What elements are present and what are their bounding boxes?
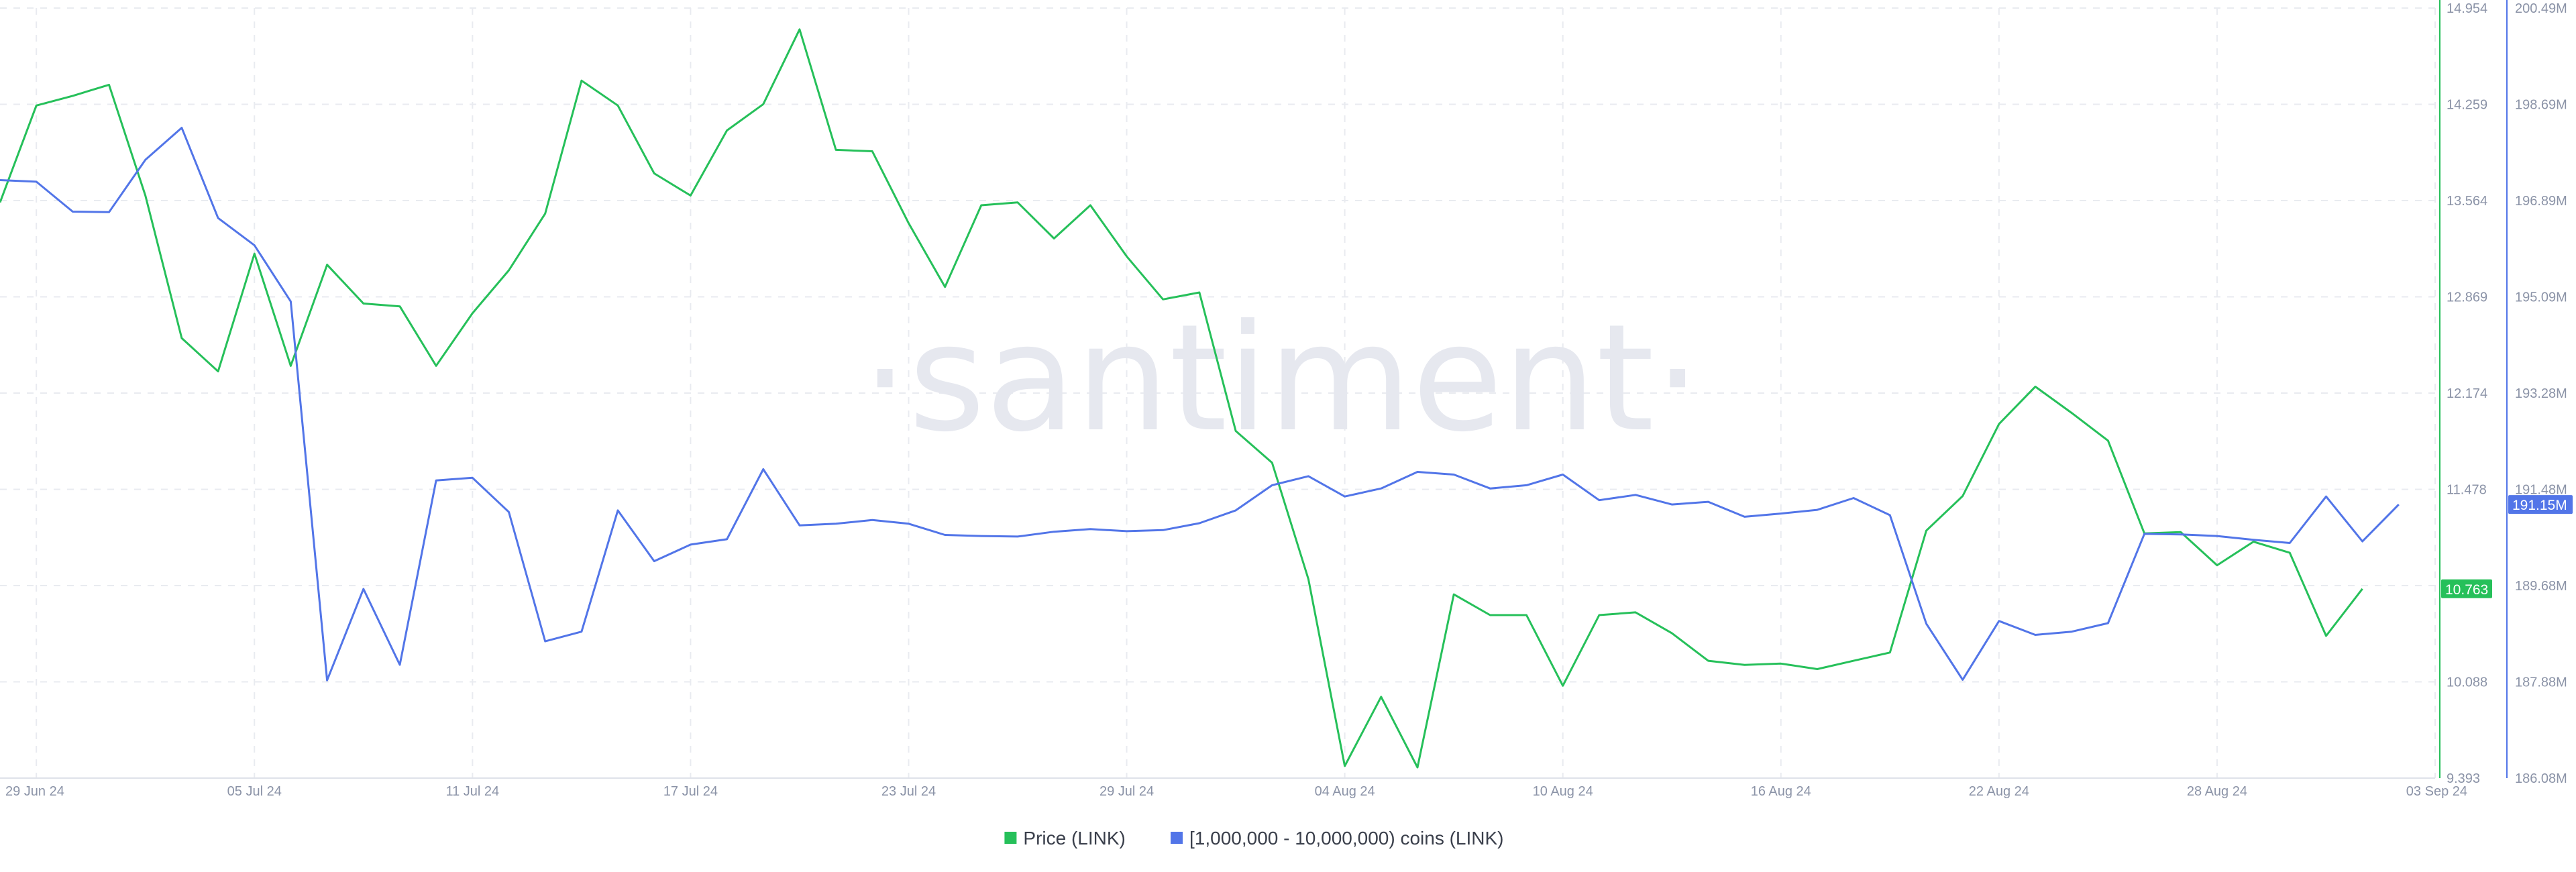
holdings-tick-label: 186.08M xyxy=(2515,771,2567,786)
date-tick-label: 16 Aug 24 xyxy=(1751,784,1811,799)
price-tick-label: 11.478 xyxy=(2447,483,2487,498)
legend-item[interactable]: Price (LINK) xyxy=(1004,828,1126,849)
date-tick-label: 23 Jul 24 xyxy=(881,784,936,799)
date-tick-label: 10 Aug 24 xyxy=(1533,784,1593,799)
legend-swatch xyxy=(1004,832,1017,844)
holdings-tick-label: 196.89M xyxy=(2515,194,2567,209)
axes xyxy=(0,0,2508,779)
legend-item[interactable]: [1,000,000 - 10,000,000) coins (LINK) xyxy=(1171,828,1504,849)
price-tick-label: 9.393 xyxy=(2447,771,2480,786)
holdings-tick-label: 200.49M xyxy=(2515,1,2567,16)
date-tick-label: 05 Jul 24 xyxy=(227,784,282,799)
price-line xyxy=(0,28,2363,769)
price-tick-label: 14.954 xyxy=(2447,1,2487,16)
date-axis-ticks: 29 Jun 24 05 Jul 24 11 Jul 24 17 Jul 24 23 J… xyxy=(5,784,2467,799)
price-tick-label: 12.174 xyxy=(2447,386,2487,401)
price-tick-label: 14.259 xyxy=(2447,98,2487,113)
holdings-axis-ticks: 200.49M 198.69M 196.89M 195.09M 193.28M 191.4… xyxy=(2515,1,2567,786)
holdings-tick-label: 187.88M xyxy=(2515,675,2567,690)
holdings-tick-label: 198.69M xyxy=(2515,98,2567,113)
series-layer xyxy=(0,28,2400,769)
date-tick-label: 17 Jul 24 xyxy=(663,784,718,799)
last-value-badges: 10.763 191.15M xyxy=(2441,495,2573,598)
legend[interactable]: Price (LINK) [1,000,000 - 10,000,000) coi… xyxy=(1004,828,1504,849)
legend-label: Price (LINK) xyxy=(1023,828,1125,849)
date-tick-label: 03 Sep 24 xyxy=(2406,784,2467,799)
date-tick-label: 29 Jul 24 xyxy=(1099,784,1154,799)
holdings-line xyxy=(0,127,2400,682)
price-tick-label: 12.869 xyxy=(2447,290,2487,305)
price-last-value-badge xyxy=(2441,579,2492,598)
date-tick-label: 28 Aug 24 xyxy=(2187,784,2247,799)
santiment-watermark: ·santiment· xyxy=(861,292,1701,464)
date-tick-label: 11 Jul 24 xyxy=(445,784,499,799)
date-tick-label: 29 Jun 24 xyxy=(5,784,64,799)
holdings-tick-label: 193.28M xyxy=(2515,386,2567,401)
holdings-tick-label: 191.48M xyxy=(2515,483,2567,498)
date-tick-label: 04 Aug 24 xyxy=(1315,784,1375,799)
price-tick-label: 13.564 xyxy=(2447,194,2487,209)
holdings-last-value-text: 191.15M xyxy=(2512,498,2567,513)
price-last-value-text: 10.763 xyxy=(2445,582,2488,598)
holdings-tick-label: 195.09M xyxy=(2515,290,2567,305)
holdings-last-value-badge xyxy=(2508,495,2573,514)
legend-label: [1,000,000 - 10,000,000) coins (LINK) xyxy=(1189,828,1504,849)
date-tick-label: 22 Aug 24 xyxy=(1969,784,2029,799)
price-axis-ticks: 14.954 14.259 13.564 12.869 12.174 11.478 10.7… xyxy=(2447,1,2487,786)
price-tick-label: 10.088 xyxy=(2447,675,2487,690)
legend-swatch xyxy=(1171,832,1183,844)
holdings-tick-label: 189.68M xyxy=(2515,579,2567,594)
